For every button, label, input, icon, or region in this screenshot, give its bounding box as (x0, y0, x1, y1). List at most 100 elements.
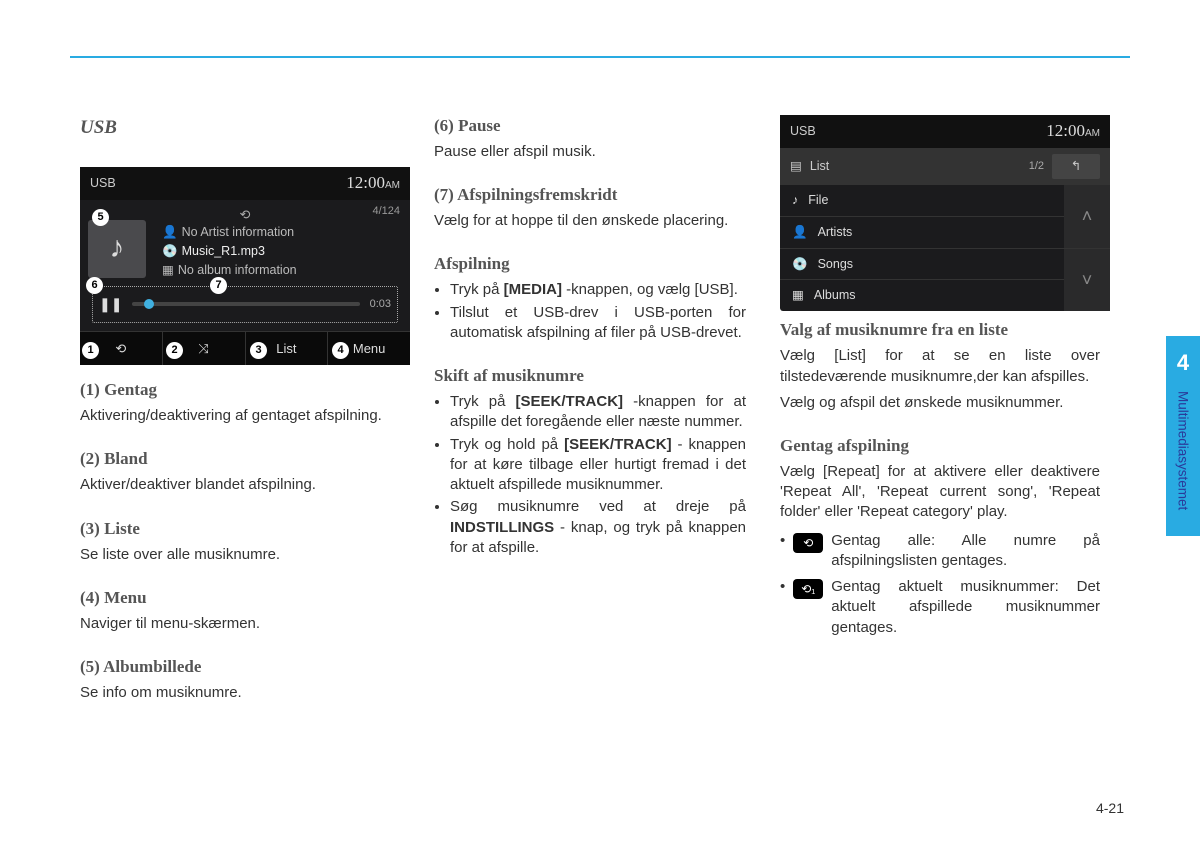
usb-heading: USB (80, 115, 400, 141)
t-liste: Se liste over alle musiknumre. (80, 545, 400, 565)
h-menu: (4) Menu (80, 587, 400, 610)
scroll-up-icon: ˄ (1064, 185, 1110, 249)
ss2-list-title: ▤ List (790, 158, 1029, 175)
page-number: 4-21 (1096, 800, 1124, 816)
ss2-scroll: ˄ ˅ (1064, 185, 1110, 312)
repeat-all-icon: ⟲ (793, 533, 823, 553)
skift-b2: Tryk og hold på [SEEK/TRACK] - knappen f… (450, 435, 746, 496)
h-afspilning: Afspilning (434, 253, 746, 276)
h-valg: Valg af musiknumre fra en liste (780, 319, 1100, 342)
h-progress: (7) Afspilningsfremskridt (434, 184, 746, 207)
progress-bar (132, 302, 359, 306)
ss-body: ⟲ 4/124 ♪ 👤 No Artist information 💿 Musi… (80, 200, 410, 331)
t-valg-1: Vælg [List] for at se en liste over tils… (780, 346, 1100, 387)
track-text: Music_R1.mp3 (182, 243, 265, 260)
row-label: Songs (818, 256, 853, 273)
top-rule (70, 56, 1130, 58)
album-art-icon: ♪ (88, 220, 146, 278)
elapsed-time: 0:03 (370, 297, 391, 312)
repeat-one-icon: ⟲₁ (793, 579, 823, 599)
column-2: (6) Pause Pause eller afspil musik. (7) … (434, 115, 746, 703)
bold: INDSTILLINGS (450, 519, 554, 536)
repeat-one-text: Gentag aktuelt musiknummer: Det aktuelt … (831, 577, 1100, 638)
h-liste: (3) Liste (80, 518, 400, 541)
bold: [SEEK/TRACK] (564, 436, 672, 453)
ss-header: USB 12:00AM (80, 167, 410, 200)
progress-thumb (144, 299, 154, 309)
ss-track-counter: 4/124 (372, 204, 400, 219)
bold: [MEDIA] (504, 281, 562, 298)
h-skift: Skift af musiknumre (434, 365, 746, 388)
chapter-number: 4 (1177, 350, 1189, 376)
chapter-label: Multimediasystemet (1176, 391, 1191, 510)
ss-progress: ❚❚ 0:03 (92, 286, 398, 323)
bold: [SEEK/TRACK] (516, 393, 624, 410)
t-pause: Pause eller afspil musik. (434, 142, 746, 162)
ss-ampm: AM (385, 180, 400, 191)
row-artists: 👤 Artists (780, 217, 1064, 249)
h-pause: (6) Pause (434, 115, 746, 138)
row-label: File (808, 192, 828, 209)
ss2-clock: 12:00AM (1046, 120, 1100, 143)
row-file: ♪ File (780, 185, 1064, 217)
h-gentag: (1) Gentag (80, 379, 400, 402)
txt: Tryk på (450, 393, 516, 410)
afspilning-b1: Tryk på [MEDIA] -knappen, og vælg [USB]. (450, 280, 746, 300)
h-album: (5) Albumbillede (80, 656, 400, 679)
column-1: USB USB 12:00AM ⟲ 4/124 ♪ 👤 No Artist in… (80, 115, 400, 703)
ss2-rows-wrap: ♪ File 👤 Artists 💿 Songs ▦ Albums ˄ ˅ (780, 185, 1110, 312)
ss2-time: 12:00 (1046, 121, 1085, 140)
t-gentag-afsp: Vælg [Repeat] for at aktivere eller deak… (780, 462, 1100, 523)
row-label: Albums (814, 287, 856, 304)
ss-bottom-bar: ⟲ ⤨ List Menu (80, 331, 410, 366)
ss2-header: USB 12:00AM (780, 115, 1110, 148)
t-progress: Vælg for at hoppe til den ønskede placer… (434, 211, 746, 231)
h-bland: (2) Bland (80, 448, 400, 471)
back-icon: ↰ (1052, 154, 1100, 179)
repeat-all-text: Gentag alle: Alle numre på afspilningsli… (831, 531, 1100, 572)
t-gentag: Aktivering/deaktivering af gentaget afsp… (80, 406, 400, 426)
callout-5: 5 (92, 209, 109, 226)
chapter-tab: 4 Multimediasystemet (1166, 336, 1200, 536)
album-text: No album information (178, 262, 297, 279)
ss2-ampm: AM (1085, 128, 1100, 139)
bullet-dot: • (780, 531, 785, 572)
column-3: USB 12:00AM ▤ List 1/2 ↰ ♪ File 👤 Artist… (780, 115, 1100, 703)
ss2-source: USB (790, 123, 816, 140)
t-album: Se info om musiknumre. (80, 683, 400, 703)
bullet-dot: • (780, 577, 785, 638)
t-valg-2: Vælg og afspil det ønskede musiknummer. (780, 393, 1100, 413)
txt: -knappen, og vælg [USB]. (562, 281, 738, 298)
ss-time: 12:00 (346, 173, 385, 192)
afspilning-b2: Tilslut et USB-drev i USB-porten for aut… (450, 303, 746, 344)
usb-player-screenshot: USB 12:00AM ⟲ 4/124 ♪ 👤 No Artist inform… (80, 167, 410, 366)
list-skift: Tryk på [SEEK/TRACK] -knappen for at afs… (434, 392, 746, 558)
artist-text: No Artist information (182, 224, 295, 241)
ss2-list-header: ▤ List 1/2 ↰ (780, 148, 1110, 185)
t-bland: Aktiver/deaktiver blandet afspilning. (80, 475, 400, 495)
txt: Tryk på (450, 281, 504, 298)
row-albums: ▦ Albums (780, 280, 1064, 311)
page-content: USB USB 12:00AM ⟲ 4/124 ♪ 👤 No Artist in… (80, 115, 1100, 703)
txt: Søg musiknumre ved at dreje på (450, 498, 746, 515)
ss-source-label: USB (90, 175, 116, 192)
t-menu: Naviger til menu-skærmen. (80, 614, 400, 634)
ss2-rows: ♪ File 👤 Artists 💿 Songs ▦ Albums (780, 185, 1064, 312)
txt: Tryk og hold på (450, 436, 564, 453)
callout-6: 6 (86, 277, 103, 294)
list-afspilning: Tryk på [MEDIA] -knappen, og vælg [USB].… (434, 280, 746, 343)
usb-list-screenshot: USB 12:00AM ▤ List 1/2 ↰ ♪ File 👤 Artist… (780, 115, 1110, 311)
ss-clock: 12:00AM (346, 172, 400, 195)
skift-b1: Tryk på [SEEK/TRACK] -knappen for at afs… (450, 392, 746, 433)
skift-b3: Søg musiknumre ved at dreje på INDSTILLI… (450, 497, 746, 558)
pause-icon: ❚❚ (99, 295, 122, 314)
repeat-all-bullet: • ⟲ Gentag alle: Alle numre på afspilnin… (780, 531, 1100, 572)
ss2-page-info: 1/2 (1029, 159, 1044, 174)
scroll-down-icon: ˅ (1064, 249, 1110, 312)
h-gentag-afsp: Gentag afspilning (780, 435, 1100, 458)
row-songs: 💿 Songs (780, 249, 1064, 281)
repeat-one-bullet: • ⟲₁ Gentag aktuelt musiknummer: Det akt… (780, 577, 1100, 638)
list-label: List (810, 158, 829, 175)
row-label: Artists (818, 224, 853, 241)
callout-7: 7 (210, 277, 227, 294)
